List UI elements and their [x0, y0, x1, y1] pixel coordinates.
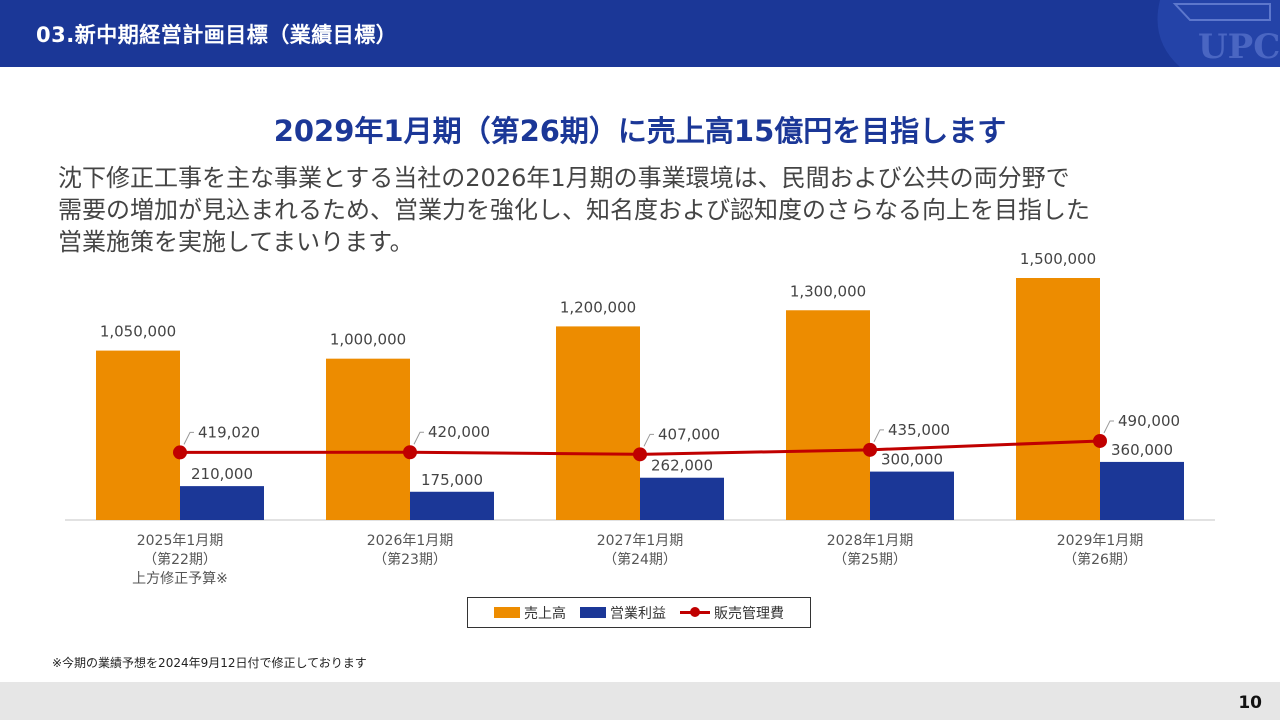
- bar-sales: [326, 358, 410, 520]
- header-bar: 03.新中期経営計画目標（業績目標） UPC: [0, 0, 1280, 67]
- company-emblem-icon: UPC: [1157, 0, 1280, 67]
- bar-operating-profit: [870, 471, 954, 520]
- footer-bar: 10: [0, 682, 1280, 720]
- point-sga: [403, 445, 417, 460]
- bar-operating-profit: [180, 486, 264, 520]
- category-label: 2028年1月期: [827, 533, 914, 549]
- legend-swatch-sales: [494, 607, 520, 618]
- footnote: ※今期の業績予想を2024年9月12日付で修正しております: [52, 656, 367, 670]
- combo-chart: 1,050,000 210,000 1,000,000 175,000 1,200,00…: [65, 250, 1215, 587]
- data-label-operating-profit: 175,000: [421, 471, 483, 489]
- point-sga: [633, 447, 647, 462]
- bar-operating-profit: [1100, 461, 1184, 520]
- data-label-sga: 419,020: [198, 423, 260, 441]
- category-label: 2025年1月期: [137, 533, 224, 549]
- category-label: 2029年1月期: [1057, 533, 1144, 549]
- headline: 2029年1月期（第26期）に売上高15億円を目指します: [273, 114, 1007, 148]
- data-label-sales: 1,000,000: [330, 331, 406, 349]
- point-sga: [1093, 433, 1107, 448]
- logo-text: UPC: [1198, 27, 1280, 67]
- body-line: 沈下修正工事を主な事業とする当社の2026年1月期の事業環境は、民間および公共の…: [58, 164, 1070, 192]
- legend-swatch-sga: [680, 607, 710, 618]
- data-label-operating-profit: 360,000: [1111, 441, 1173, 459]
- data-label-sales: 1,200,000: [560, 298, 636, 316]
- leader-line: [183, 431, 194, 445]
- leader-line: [413, 431, 424, 445]
- section-title: 03.新中期経営計画目標（業績目標）: [36, 23, 398, 47]
- legend-swatch-operating-profit: [580, 607, 606, 618]
- category-label: 2026年1月期: [367, 533, 454, 549]
- body-line: 営業施策を実施してまいります。: [58, 228, 414, 256]
- body-line: 需要の増加が見込まれるため、営業力を強化し、知名度および認知度のさらなる向上を目…: [58, 196, 1090, 224]
- category-label: （第24期）: [603, 551, 677, 568]
- category-label: 2027年1月期: [597, 533, 684, 549]
- data-label-sga: 420,000: [428, 423, 490, 441]
- data-label-operating-profit: 262,000: [651, 457, 713, 475]
- data-label-sales: 1,500,000: [1020, 250, 1096, 268]
- leader-line: [643, 433, 654, 447]
- body-paragraph: 沈下修正工事を主な事業とする当社の2026年1月期の事業環境は、民間および公共の…: [58, 162, 1248, 258]
- bar-sales: [786, 310, 870, 520]
- leader-line: [873, 429, 884, 443]
- bar-sales: [1016, 278, 1100, 520]
- data-label-sga: 407,000: [658, 425, 720, 443]
- data-label-operating-profit: 300,000: [881, 451, 943, 469]
- category-label: （第26期）: [1063, 551, 1137, 568]
- data-label-sales: 1,300,000: [790, 282, 866, 300]
- bar-sales: [96, 350, 180, 520]
- category-label: （第22期）: [143, 551, 217, 568]
- data-label-operating-profit: 210,000: [191, 465, 253, 483]
- point-sga: [863, 442, 877, 457]
- legend-label: 売上高: [524, 605, 566, 622]
- data-label-sga: 490,000: [1118, 412, 1180, 430]
- chart-legend: 売上高 営業利益 販売管理費: [467, 597, 811, 628]
- bar-operating-profit: [640, 477, 724, 520]
- legend-item-sga: 販売管理費: [680, 603, 784, 623]
- leader-line: [1103, 420, 1114, 434]
- point-sga: [173, 445, 187, 460]
- page-number: 10: [1238, 693, 1262, 713]
- category-label: 上方修正予算※: [132, 571, 228, 587]
- legend-label: 販売管理費: [714, 605, 784, 622]
- legend-item-sales: 売上高: [494, 603, 566, 623]
- data-label-sga: 435,000: [888, 421, 950, 439]
- bar-sales: [556, 326, 640, 520]
- category-label: （第23期）: [373, 551, 447, 568]
- legend-item-operating-profit: 営業利益: [580, 603, 666, 623]
- legend-label: 営業利益: [610, 605, 666, 622]
- data-label-sales: 1,050,000: [100, 323, 176, 341]
- category-label: （第25期）: [833, 551, 907, 568]
- bar-operating-profit: [410, 491, 494, 520]
